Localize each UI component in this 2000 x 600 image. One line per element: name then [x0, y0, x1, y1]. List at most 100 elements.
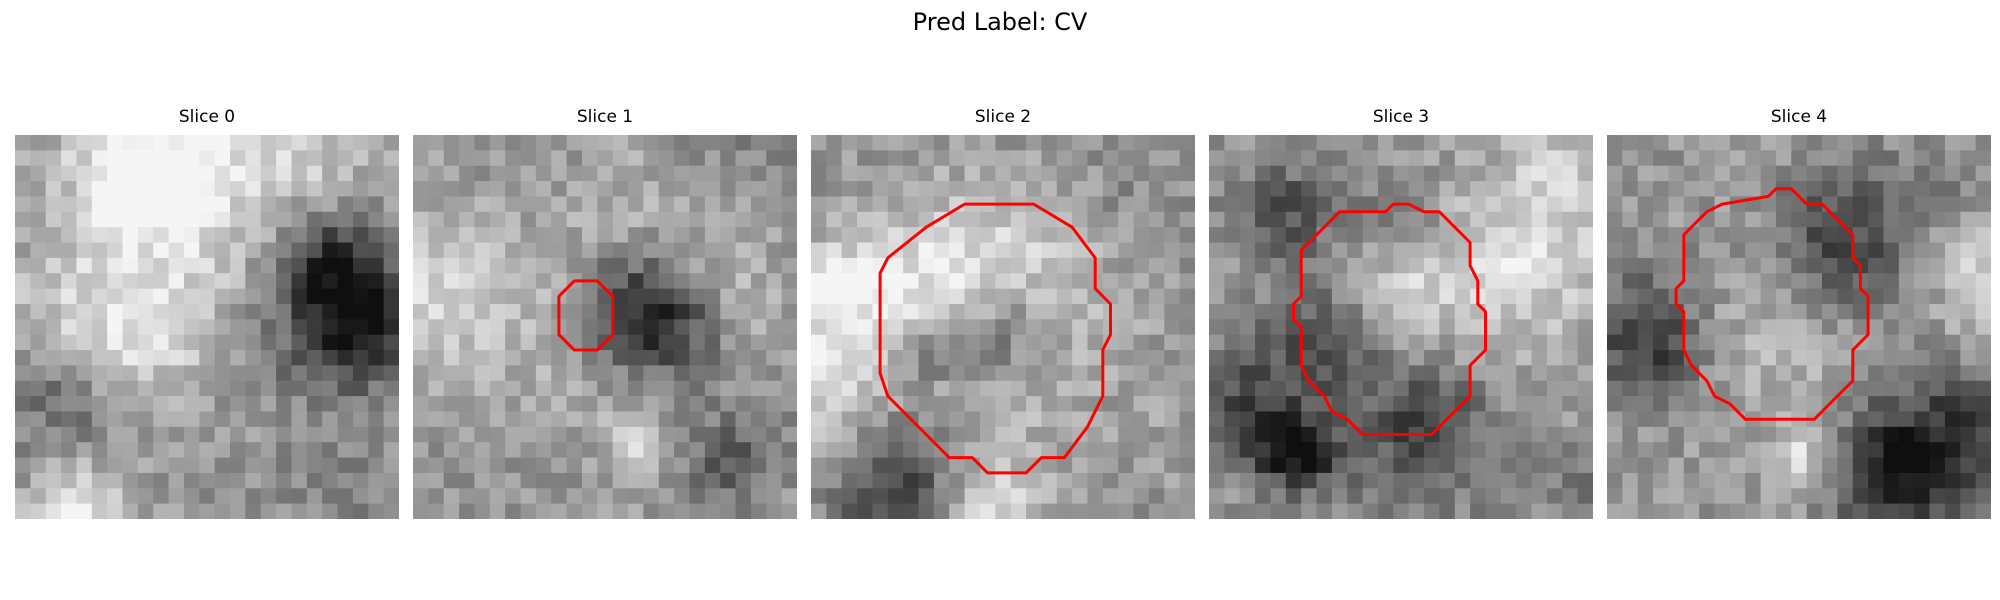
pixel-cell	[1301, 411, 1318, 428]
pixel-cell	[1653, 411, 1670, 428]
pixel-cell	[443, 334, 460, 351]
pixel-cell	[1531, 472, 1548, 489]
pixel-cell	[260, 196, 277, 213]
pixel-cell	[1041, 380, 1058, 397]
pixel-cell	[857, 426, 874, 443]
pixel-cell	[1408, 411, 1425, 428]
pixel-cell	[1270, 288, 1287, 305]
pixel-cell	[1393, 396, 1410, 413]
pixel-cell	[1010, 303, 1027, 320]
pixel-cell	[1653, 350, 1670, 366]
pixel-cell	[260, 257, 277, 274]
pixel-cell	[1133, 411, 1150, 428]
pixel-cell	[1224, 211, 1241, 228]
pixel-cell	[291, 257, 308, 274]
pixel-cell	[979, 503, 996, 519]
pixel-cell	[1562, 303, 1579, 320]
pixel-cell	[1010, 135, 1027, 151]
pixel-cell	[918, 503, 935, 519]
pixel-cell	[137, 380, 154, 397]
pixel-cell	[1914, 135, 1931, 151]
pixel-cell	[903, 227, 920, 244]
pixel-cell	[1929, 488, 1946, 505]
pixel-cell	[1377, 165, 1394, 182]
pixel-cell	[137, 196, 154, 213]
pixel-cell	[1239, 135, 1256, 151]
slice-image-svg	[1209, 135, 1593, 519]
pixel-cell	[1714, 288, 1731, 305]
pixel-cell	[1010, 365, 1027, 382]
pixel-cell	[1775, 135, 1792, 151]
pixel-cell	[1056, 350, 1073, 366]
pixel-cell	[597, 165, 614, 182]
pixel-cell	[1454, 334, 1471, 351]
pixel-cell	[1577, 488, 1593, 505]
pixel-cell	[61, 257, 78, 274]
pixel-cell	[1393, 488, 1410, 505]
pixel-cell	[352, 426, 369, 443]
pixel-cell	[1668, 457, 1685, 474]
pixel-cell	[245, 380, 262, 397]
pixel-cell	[1347, 350, 1364, 366]
pixel-cell	[1868, 380, 1885, 397]
pixel-cell	[933, 472, 950, 489]
pixel-cell	[811, 135, 827, 151]
pixel-cell	[995, 242, 1012, 259]
pixel-cell	[1837, 396, 1854, 413]
pixel-cell	[1775, 472, 1792, 489]
pixel-cell	[841, 211, 858, 228]
pixel-cell	[720, 242, 737, 259]
pixel-cell	[581, 165, 598, 182]
pixel-cell	[581, 380, 598, 397]
pixel-cell	[1148, 135, 1165, 151]
pixel-cell	[260, 181, 277, 198]
pixel-cell	[949, 503, 966, 519]
pixel-cell	[612, 257, 629, 274]
pixel-cell	[1775, 257, 1792, 274]
pixel-cell	[826, 503, 843, 519]
pixel-cell	[689, 150, 706, 167]
pixel-cell	[1683, 135, 1700, 151]
pixel-cell	[933, 319, 950, 336]
pixel-cell	[1760, 380, 1777, 397]
pixel-cell	[1148, 227, 1165, 244]
pixel-cell	[91, 426, 108, 443]
pixel-cell	[872, 165, 889, 182]
pixel-cell	[245, 181, 262, 198]
pixel-cell	[1485, 227, 1502, 244]
pixel-cell	[1760, 319, 1777, 336]
pixel-cell	[1179, 365, 1195, 382]
pixel-cell	[1562, 396, 1579, 413]
pixel-cell	[1837, 288, 1854, 305]
pixel-cell	[1622, 242, 1639, 259]
pixel-cell	[1531, 211, 1548, 228]
pixel-cell	[122, 242, 139, 259]
pixel-cell	[1026, 396, 1042, 413]
pixel-cell	[1914, 150, 1931, 167]
pixel-cell	[1729, 227, 1746, 244]
pixel-cell	[183, 288, 200, 305]
pixel-cell	[674, 319, 691, 336]
pixel-cell	[1393, 350, 1410, 366]
pixel-cell	[581, 472, 598, 489]
pixel-cell	[1026, 350, 1042, 366]
pixel-cell	[214, 150, 231, 167]
pixel-cell	[459, 135, 476, 151]
pixel-cell	[337, 334, 354, 351]
pixel-cell	[260, 319, 277, 336]
pixel-cell	[1898, 457, 1915, 474]
pixel-cell	[122, 350, 139, 366]
pixel-cell	[750, 303, 767, 320]
pixel-cell	[628, 365, 644, 382]
pixel-cell	[811, 503, 827, 519]
pixel-cell	[1500, 472, 1517, 489]
pixel-cell	[1668, 365, 1685, 382]
pixel-cell	[368, 442, 385, 459]
pixel-cell	[383, 334, 399, 351]
pixel-cell	[168, 503, 185, 519]
pixel-cell	[505, 196, 522, 213]
pixel-cell	[428, 181, 445, 198]
pixel-cell	[612, 242, 629, 259]
pixel-cell	[1622, 319, 1639, 336]
pixel-cell	[1439, 426, 1456, 443]
